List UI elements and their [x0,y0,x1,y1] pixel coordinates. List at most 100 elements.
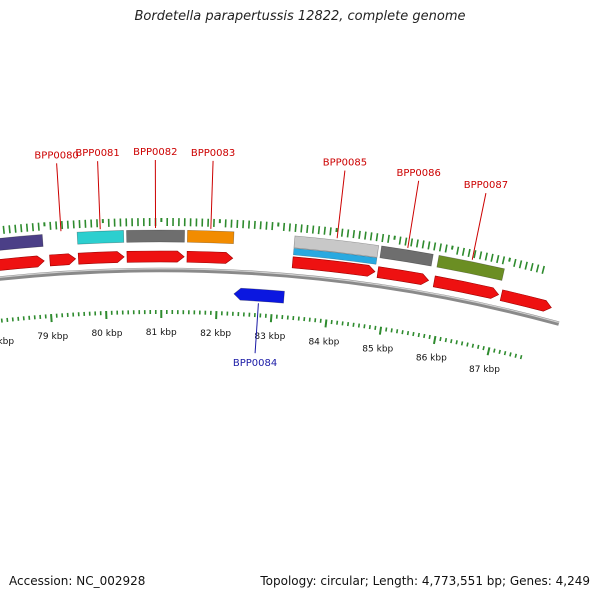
tick-mark [428,334,431,340]
tick-mark [374,325,377,330]
gene-label-BPP0081: BPP0081 [75,148,119,159]
tick-mark [535,264,540,273]
tick-mark [265,221,268,230]
scale-label: 86 kbp [416,354,447,364]
gene-subtrack [293,248,378,265]
tick-mark [410,238,414,247]
tick-mark [438,243,442,252]
gene-label-BPP0086: BPP0086 [396,168,440,179]
tick-mark [358,230,361,239]
tick-mark [55,221,58,230]
tick-mark [2,225,5,234]
inner-tick-ring [0,309,523,360]
tick-mark [378,326,383,335]
tick-mark [259,221,262,230]
gene-box-bfrC [0,234,44,251]
tick-mark [471,343,475,348]
cds-arrow [126,250,185,263]
tick-mark [329,227,332,236]
tick-mark [423,333,426,339]
tick-mark [50,313,53,323]
tick-mark [467,248,471,258]
genome-summary-text: Topology: circular; Length: 4,773,551 bp… [260,574,590,588]
tick-mark [324,319,328,328]
leader-line [97,161,101,230]
tick-mark [508,257,512,262]
tick-mark [398,236,402,245]
leader-line [336,170,346,239]
tick-mark [519,354,523,360]
tick-mark [323,226,326,235]
tick-mark [432,335,437,345]
tick-mark [300,224,303,233]
genome-backbone [0,267,560,326]
leader-line [471,193,487,260]
gene-box-BPP0085 [293,235,380,258]
scale-label: 81 kbp [146,328,177,338]
tick-mark [514,353,518,358]
tick-mark [8,225,11,234]
tick-mark [406,330,410,336]
scale-label: 85 kbp [362,344,393,354]
tick-mark [450,339,453,344]
scale-labels: 78 kbp 79 kbp 80 kbp 81 kbp 82 kbp 83 kbp 84 k… [0,328,500,375]
leader-line [56,163,62,232]
leader-line [407,180,420,248]
accession-text: Accession: NC_002928 [9,574,146,588]
scale-label: 79 kbp [37,332,68,342]
tick-mark [352,322,355,327]
scale-label: 78 kbp [0,337,14,347]
cds-arrow [432,275,500,299]
cds-track [0,250,552,312]
tick-mark [288,223,291,232]
gene-box-BPP0082 [126,229,185,243]
tick-mark [524,261,528,270]
gene-track [0,229,505,304]
leader-line [254,303,259,354]
tick-mark [496,254,500,264]
tick-mark [381,233,385,243]
tick-mark [493,348,496,353]
tick-mark [346,229,350,238]
tick-mark [340,228,344,237]
tick-mark [498,349,501,354]
cds-arrow [49,253,77,267]
tick-mark [482,345,485,351]
gene-labels: bfrCBPP0080BPP0081BPP0082BPP0083BPP0084B… [34,147,508,369]
tick-mark [271,222,274,231]
tick-mark [478,251,483,260]
cds-arrow [376,266,430,285]
tick-mark [269,314,273,323]
tick-mark [503,350,507,356]
scale-label: 87 kbp [469,365,500,375]
gene-arrow-BPP0084 [233,287,285,304]
tick-mark [444,244,448,253]
gene-label-BPP0084: BPP0084 [233,358,277,369]
tick-mark [393,235,396,240]
tick-mark [433,242,437,251]
tick-mark [450,245,454,250]
tick-mark [473,250,477,259]
cds-arrow [186,250,234,264]
tick-mark [387,234,390,243]
tick-mark [501,256,506,265]
tick-mark [49,221,52,230]
gene-label-BPP0080: BPP0080 [34,150,78,161]
tick-mark [439,336,442,342]
tick-mark [421,240,425,249]
tick-mark [412,331,415,337]
cds-arrow [0,255,45,271]
tick-mark [282,222,286,231]
tick-mark [311,225,315,234]
leader-line [210,160,214,229]
tick-mark [395,329,399,334]
tick-mark [417,332,420,338]
tick-mark [461,247,465,256]
tick-mark [509,352,512,357]
page-title: Bordetella parapertussis 12822, complete… [134,9,466,24]
tick-mark [541,265,546,274]
tick-mark [37,222,40,231]
tick-mark [306,224,309,234]
tick-mark [20,224,23,233]
tick-mark [455,340,458,345]
